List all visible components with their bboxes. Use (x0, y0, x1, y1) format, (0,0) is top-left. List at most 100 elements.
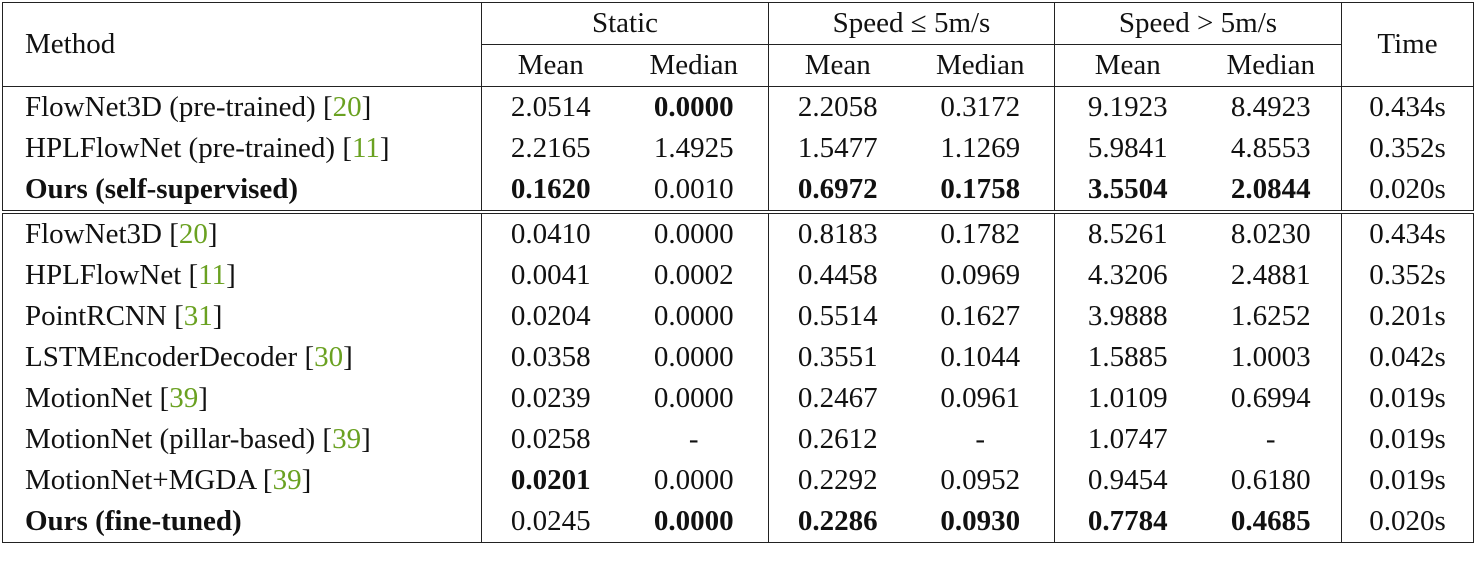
method-name: MotionNet (pillar-based) (25, 423, 316, 455)
value-cell: 0.6972 (768, 169, 907, 212)
value-cell: 0.0239 (481, 378, 620, 419)
citation: 39 (263, 464, 311, 496)
value-cell: 0.1782 (906, 210, 1055, 255)
method-name: PointRCNN (25, 300, 167, 332)
time-cell: 0.020s (1341, 501, 1474, 543)
sub-header: Mean (481, 44, 620, 87)
citation: 39 (160, 382, 208, 414)
value-cell: 0.0002 (653, 259, 734, 291)
value-cell: 0.0010 (653, 173, 734, 205)
value-cell: 0.7784 (1054, 501, 1201, 543)
value-cell: 1.4925 (653, 132, 734, 164)
value-cell: 0.1620 (481, 169, 620, 212)
time-cell: 0.042s (1341, 337, 1474, 378)
time-cell: 0.434s (1341, 86, 1474, 128)
value-cell: 0.0000 (619, 86, 769, 128)
method-name: Ours (self-supervised) (25, 173, 299, 205)
citation: 20 (169, 218, 217, 250)
sub-header: Median (906, 44, 1055, 87)
results-table: Method Static Speed ≤ 5m/s Speed > 5m/s Time… (2, 2, 1474, 543)
sub-header: Median (619, 44, 769, 87)
value-cell: 1.1269 (940, 132, 1021, 164)
table-row: Ours (self-supervised) 0.1620 0.0010 0.6972… (3, 169, 1474, 212)
table-row: Ours (fine-tuned) 0.0245 0.0000 0.2286 0.093… (3, 501, 1474, 543)
value-cell: 0.2467 (768, 378, 907, 419)
method-name: FlowNet3D (25, 218, 162, 250)
value-cell: 0.9454 (1054, 460, 1201, 501)
citation: 31 (174, 300, 222, 332)
method-name: Ours (fine-tuned) (25, 505, 242, 537)
value-cell: 0.0258 (481, 419, 620, 460)
value-cell: - (975, 423, 986, 455)
table-row: FlowNet3D (pre-trained) 202.05140.00002.… (2, 86, 1474, 128)
value-cell: 8.4923 (1200, 86, 1342, 128)
table-row: HPLFlowNet 110.00410.00020.44580.09694.3… (3, 255, 1474, 296)
value-cell: 0.0000 (619, 210, 769, 255)
method-cell: FlowNet3D 20 (2, 210, 482, 255)
citation: 11 (189, 259, 236, 291)
value-cell: 0.5514 (768, 296, 907, 337)
method-cell: Ours (fine-tuned) (3, 501, 482, 543)
value-cell: 0.2612 (768, 419, 907, 460)
method-cell: HPLFlowNet 11 (3, 255, 482, 296)
sub-header: Median (1200, 44, 1342, 87)
value-cell: 2.0514 (481, 86, 620, 128)
value-cell: 1.6252 (1230, 300, 1311, 332)
value-cell: 8.5261 (1054, 210, 1201, 255)
value-cell: - (1265, 423, 1276, 455)
value-cell: 0.0041 (481, 255, 620, 296)
method-cell: LSTMEncoderDecoder 30 (3, 337, 482, 378)
method-header: Method (25, 28, 116, 60)
table-row: HPLFlowNet (pre-trained) 112.2165 1.4925 1… (3, 128, 1474, 169)
value-cell: 0.0930 (940, 505, 1021, 537)
table-body: FlowNet3D (pre-trained) 202.05140.00002.… (2, 86, 1474, 543)
value-cell: 0.6994 (1230, 382, 1311, 414)
citation: 30 (304, 341, 352, 373)
method-cell: HPLFlowNet (pre-trained) 11 (3, 128, 482, 169)
value-cell: 0.0245 (481, 501, 620, 543)
value-cell: 1.5477 (768, 128, 907, 169)
method-name: HPLFlowNet (25, 259, 182, 291)
table-row: MotionNet+MGDA 390.02010.00000.22920.095… (3, 460, 1474, 501)
time-cell: 0.019s (1341, 419, 1474, 460)
time-cell: 0.434s (1341, 210, 1474, 255)
sub-header: Mean (1054, 44, 1201, 87)
value-cell: 3.5504 (1054, 169, 1201, 212)
method-cell: FlowNet3D (pre-trained) 20 (2, 86, 482, 128)
value-cell: 0.1627 (940, 300, 1021, 332)
value-cell: 0.0000 (653, 341, 734, 373)
time-header: Time (1341, 2, 1474, 87)
group-header: Static (481, 2, 769, 45)
value-cell: 2.2165 (481, 128, 620, 169)
method-name: MotionNet (25, 382, 153, 414)
sub-header: Mean (768, 44, 907, 87)
citation: 11 (342, 132, 389, 164)
citation: 39 (322, 423, 370, 455)
value-cell: 0.4685 (1230, 505, 1311, 537)
method-cell: Ours (self-supervised) (3, 169, 482, 212)
method-cell: MotionNet+MGDA 39 (3, 460, 482, 501)
value-cell: 0.6180 (1230, 464, 1311, 496)
value-cell: 3.9888 (1054, 296, 1201, 337)
value-cell: 0.0961 (940, 382, 1021, 414)
value-cell: - (688, 423, 699, 455)
time-cell: 0.019s (1341, 460, 1474, 501)
value-cell: 0.1758 (940, 173, 1021, 205)
value-cell: 0.0969 (940, 259, 1021, 291)
method-cell: MotionNet 39 (3, 378, 482, 419)
value-cell: 1.0109 (1054, 378, 1201, 419)
method-cell: PointRCNN 31 (3, 296, 482, 337)
method-cell: MotionNet (pillar-based) 39 (3, 419, 482, 460)
value-cell: 0.1044 (940, 341, 1021, 373)
value-cell: 2.0844 (1230, 173, 1311, 205)
value-cell: 0.0000 (653, 382, 734, 414)
value-cell: 2.2058 (768, 86, 907, 128)
value-cell: 1.0747 (1054, 419, 1201, 460)
value-cell: 0.4458 (768, 255, 907, 296)
method-name: LSTMEncoderDecoder (25, 341, 298, 373)
value-cell: 0.0201 (481, 460, 620, 501)
value-cell: 0.0952 (940, 464, 1021, 496)
time-cell: 0.201s (1341, 296, 1474, 337)
value-cell: 0.0410 (481, 210, 620, 255)
